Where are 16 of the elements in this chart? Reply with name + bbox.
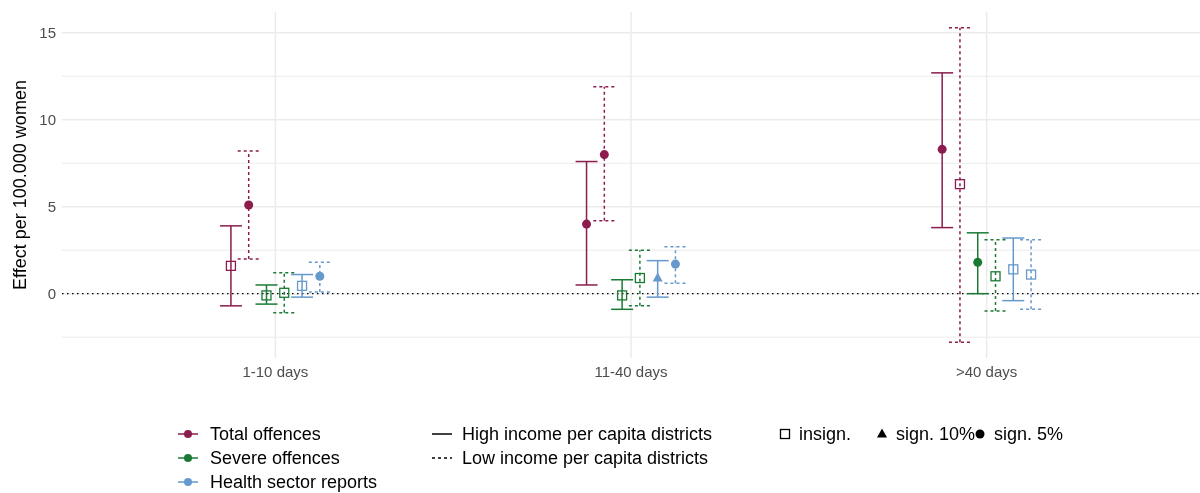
text: sign. 10% — [896, 424, 976, 445]
y-tick-label: 0 — [47, 284, 56, 302]
text: insign. — [799, 424, 852, 445]
y-tick-label: 5 — [47, 197, 56, 215]
y-tick-label: 10 — [39, 111, 56, 129]
legend-label: Severe offences — [210, 448, 340, 469]
x-tick-label: >40 days — [955, 363, 1018, 380]
legend-label: Total offences — [210, 424, 321, 445]
x-tick-label: 1-10 days — [242, 363, 309, 380]
y-axis-title: Effect per 100.000 women — [10, 80, 30, 290]
text: Low income per capita districts — [462, 448, 709, 469]
x-tick-label: 11-40 days — [594, 363, 668, 380]
text: High income per capita districts — [462, 424, 713, 445]
y-tick-label: 15 — [39, 24, 56, 42]
legend-label: Health sector reports — [210, 472, 378, 493]
text: sign. 5% — [994, 424, 1064, 445]
